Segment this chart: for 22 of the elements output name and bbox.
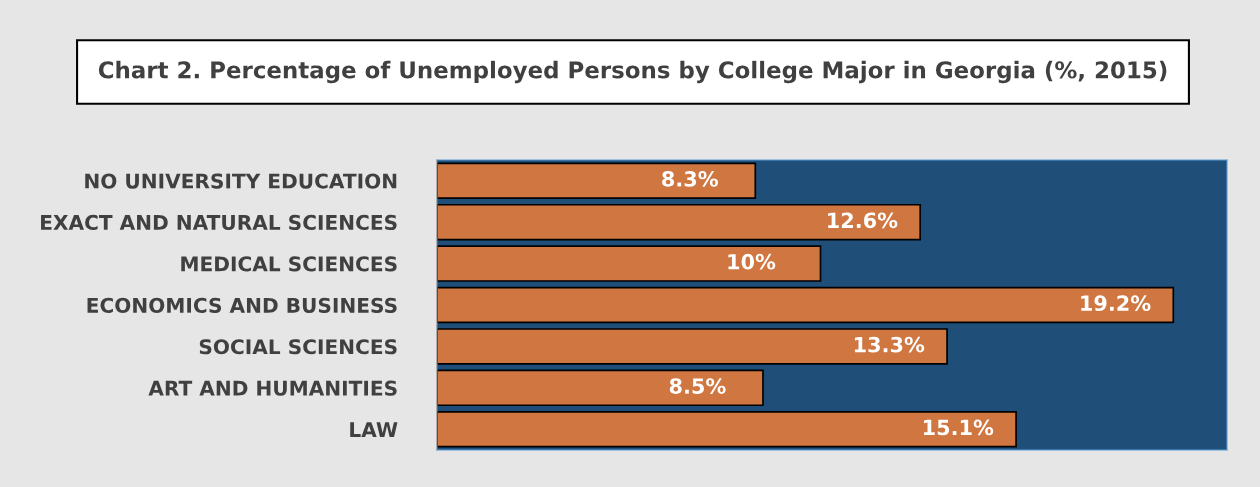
bar — [437, 369, 764, 407]
data-label: 10% — [728, 253, 776, 270]
bar — [437, 245, 822, 282]
data-label: 12.6% — [828, 212, 898, 229]
y-tick-label: NO UNIVERSITY EDUCATION — [85, 173, 397, 189]
y-tick-label: ECONOMICS AND BUSINESS — [87, 297, 397, 313]
y-tick-label: LAW — [350, 422, 398, 437]
bar — [437, 162, 757, 199]
data-label: 15.1% — [923, 419, 994, 436]
bar — [437, 328, 948, 365]
y-tick-label: SOCIAL SCIENCES — [199, 339, 397, 355]
data-label: 8.5% — [669, 378, 726, 394]
bar — [437, 203, 922, 241]
y-tick-label: ART AND HUMANITIES — [148, 380, 397, 396]
data-label: 13.3% — [854, 336, 925, 353]
chart-title: Chart 2. Percentage of Unemployed Persons by College Major in Georgia (%, 2015) — [98, 60, 1167, 84]
data-label: 19.2% — [1081, 295, 1151, 312]
data-label: 8.3% — [662, 171, 718, 187]
bar — [437, 286, 1175, 324]
y-tick-label: MEDICAL SCIENCES — [181, 256, 397, 272]
bar — [437, 411, 1017, 448]
y-tick-label: EXACT AND NATURAL SCIENCES — [41, 214, 397, 231]
